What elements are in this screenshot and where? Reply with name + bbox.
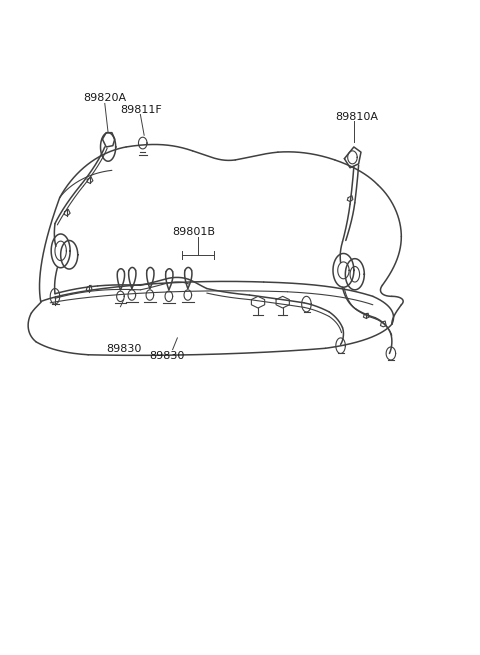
Text: 89830: 89830	[149, 350, 184, 361]
Text: 89820A: 89820A	[84, 94, 127, 103]
Text: 89810A: 89810A	[335, 112, 378, 122]
Text: 89830: 89830	[106, 344, 142, 354]
Text: 89811F: 89811F	[120, 105, 162, 115]
Text: 89801B: 89801B	[173, 227, 216, 237]
